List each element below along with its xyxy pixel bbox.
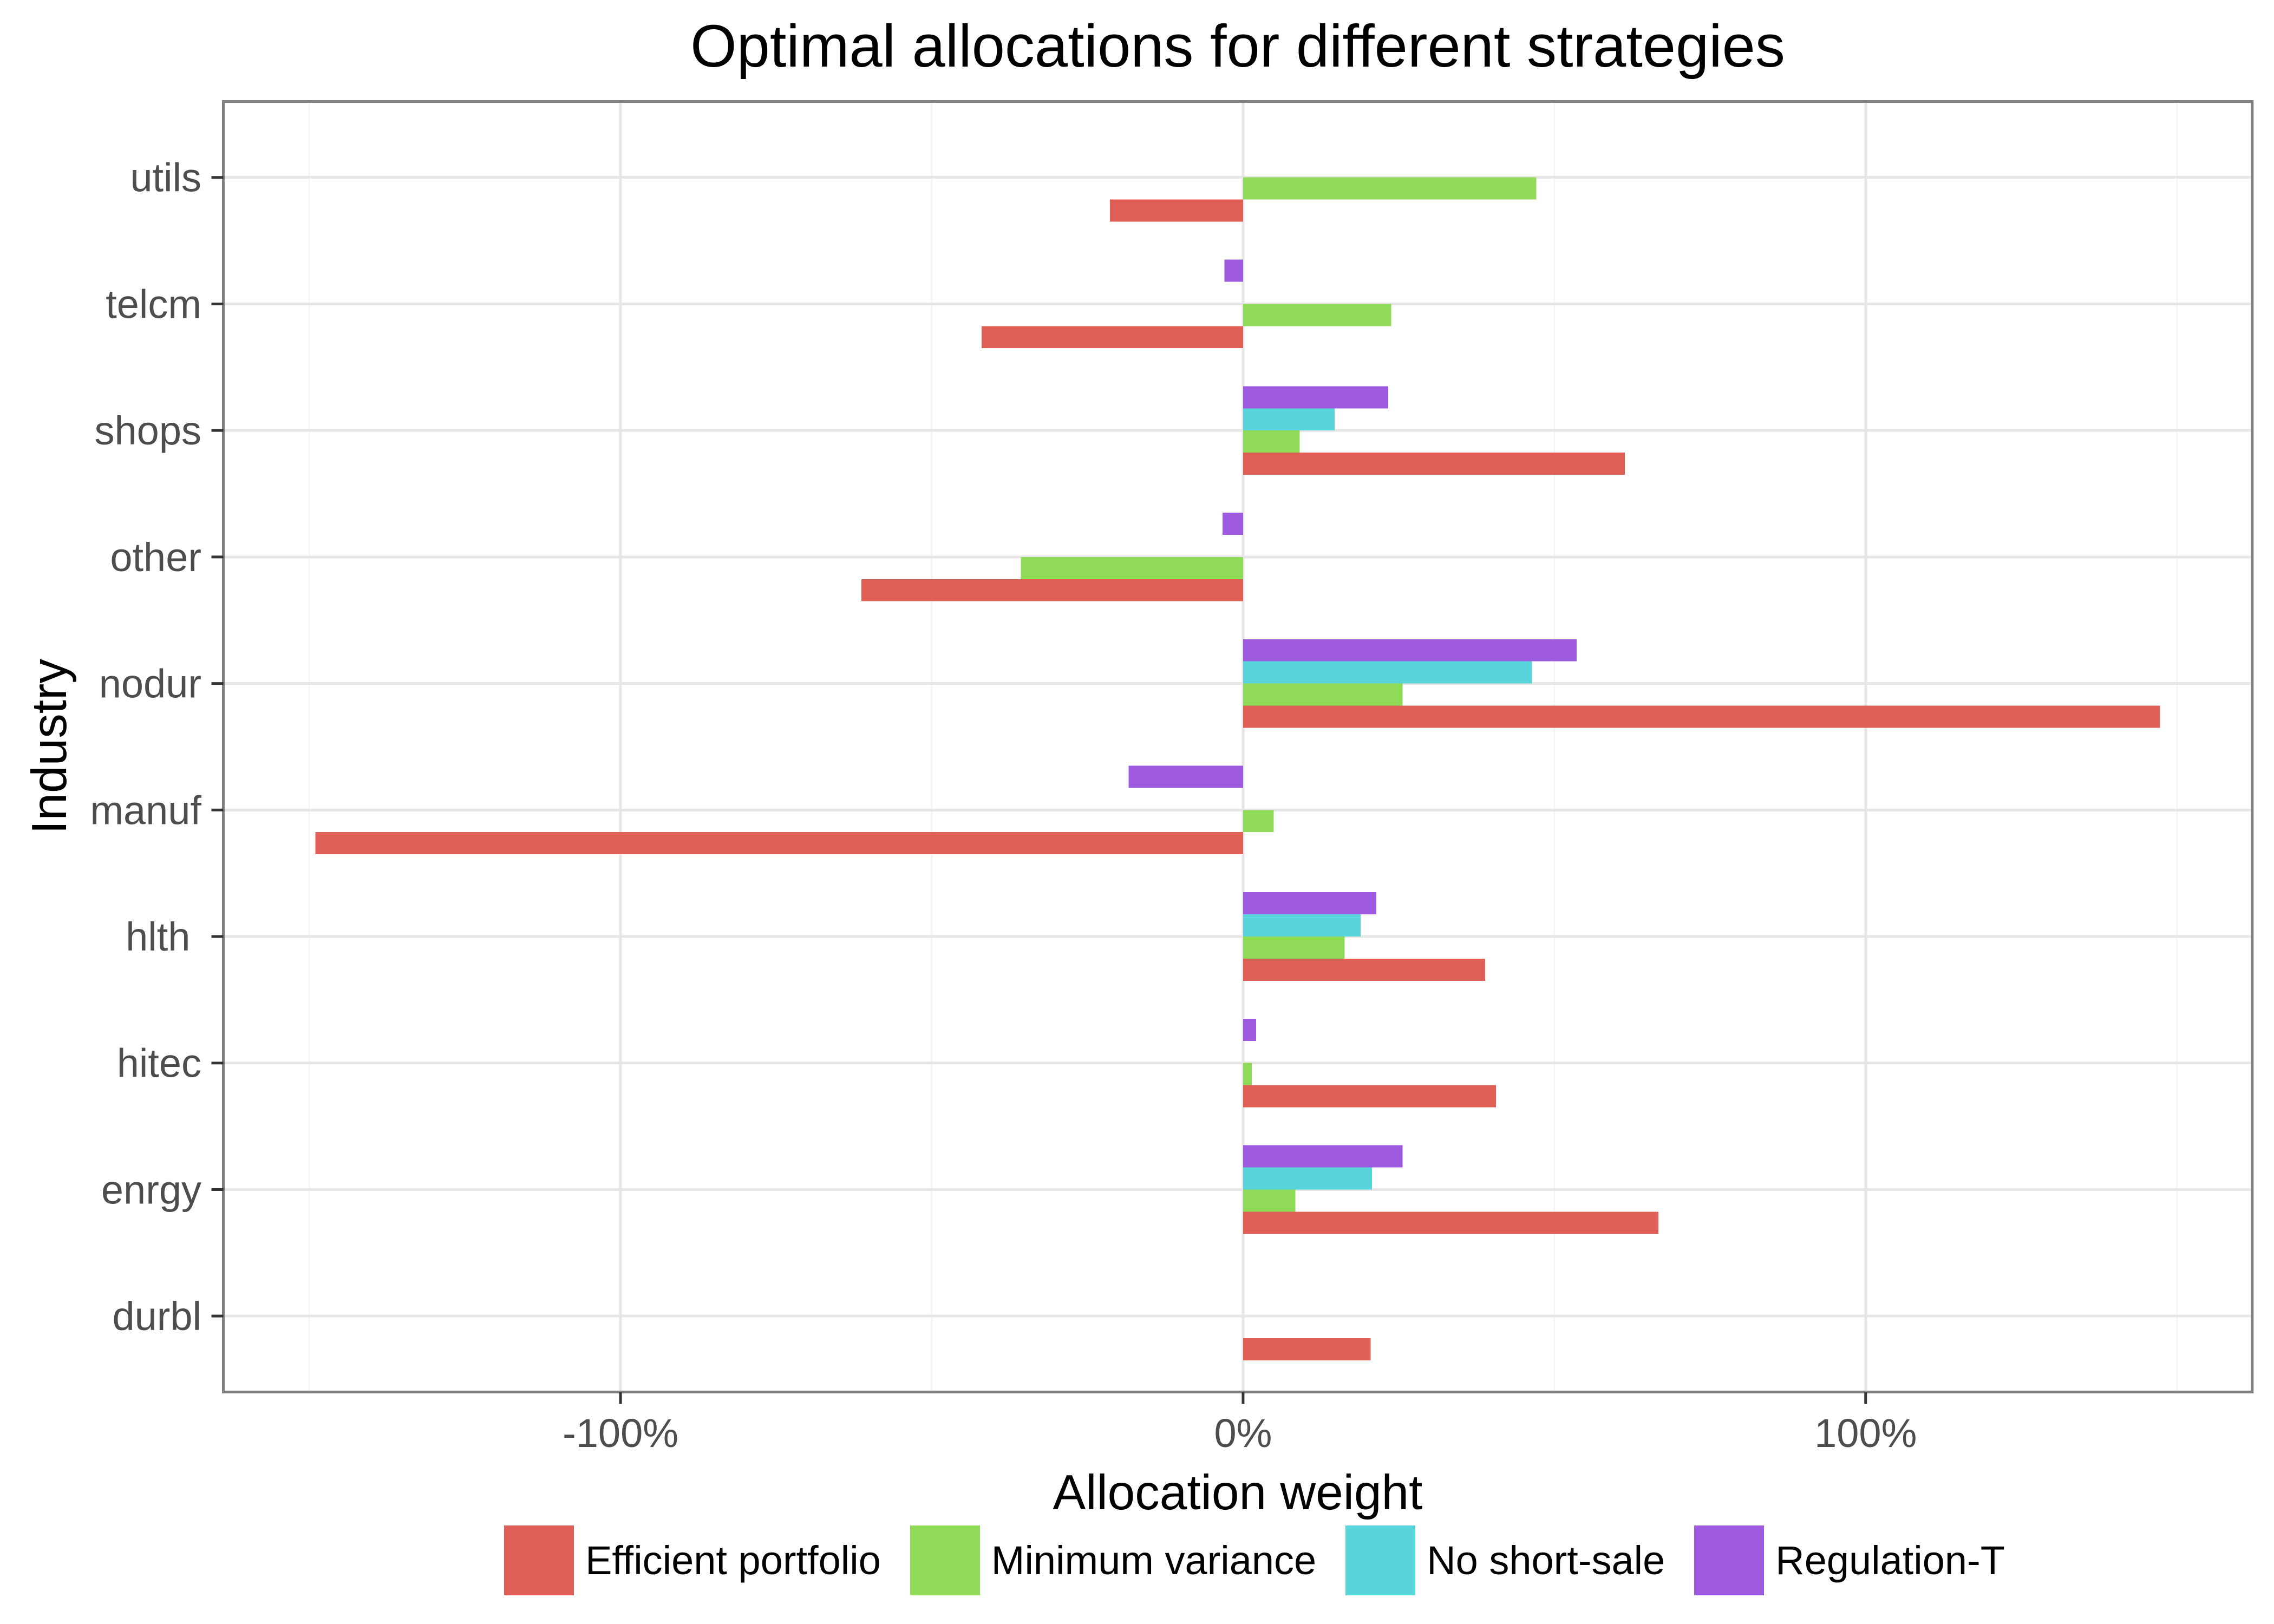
bar-efficient-portfolio-hitec	[1243, 1085, 1496, 1108]
bar-no-short-sale-nodur	[1243, 661, 1532, 684]
bar-regulation-t-telcm	[1224, 259, 1243, 282]
bar-regulation-t-hitec	[1243, 1018, 1257, 1041]
bar-minimum-variance-telcm	[1243, 304, 1391, 326]
x-tick-label: 0%	[1214, 1411, 1272, 1456]
bar-efficient-portfolio-utils	[1109, 199, 1243, 222]
bar-efficient-portfolio-enrgy	[1243, 1212, 1658, 1234]
bar-minimum-variance-nodur	[1243, 683, 1403, 706]
y-tick-label-other: other	[110, 535, 201, 580]
legend-item-minimum-variance: Minimum variance	[910, 1525, 1316, 1595]
legend-key-regulation-t	[1694, 1525, 1765, 1595]
x-tick-label: -100%	[563, 1411, 678, 1456]
legend: Efficient portfolio Minimum variance No …	[223, 1525, 2252, 1595]
y-tick-label-nodur: nodur	[99, 662, 201, 706]
legend-key-no-short-sale	[1345, 1525, 1416, 1595]
bar-no-short-sale-enrgy	[1243, 1167, 1372, 1190]
y-tick-label-telcm: telcm	[106, 281, 201, 326]
bar-efficient-portfolio-telcm	[981, 326, 1243, 349]
legend-label: Efficient portfolio	[585, 1538, 881, 1583]
bar-minimum-variance-utils	[1243, 177, 1537, 200]
bar-regulation-t-other	[1222, 513, 1243, 535]
bar-minimum-variance-other	[1021, 556, 1243, 579]
bar-regulation-t-nodur	[1243, 639, 1577, 662]
y-tick-label-manuf: manuf	[90, 788, 201, 833]
bar-regulation-t-shops	[1243, 386, 1388, 409]
bar-minimum-variance-shops	[1243, 430, 1300, 453]
chart-title: Optimal allocations for different strate…	[690, 13, 1785, 80]
bar-efficient-portfolio-other	[861, 579, 1243, 601]
y-tick-label-utils: utils	[130, 155, 201, 200]
bar-regulation-t-hlth	[1243, 892, 1376, 915]
y-axis-title: Industry	[22, 659, 77, 834]
bar-efficient-portfolio-shops	[1243, 453, 1625, 475]
bar-no-short-sale-hlth	[1243, 914, 1361, 937]
y-tick-label-enrgy: enrgy	[101, 1167, 201, 1212]
bar-efficient-portfolio-nodur	[1243, 705, 2160, 728]
y-tick-label-shops: shops	[95, 408, 201, 453]
panel-border	[222, 100, 2254, 1393]
bar-efficient-portfolio-manuf	[315, 832, 1243, 855]
legend-item-efficient-portfolio: Efficient portfolio	[504, 1525, 881, 1595]
bar-regulation-t-enrgy	[1243, 1145, 1403, 1168]
legend-key-minimum-variance	[910, 1525, 980, 1595]
bar-minimum-variance-enrgy	[1243, 1189, 1296, 1212]
bar-minimum-variance-hitec	[1243, 1063, 1252, 1085]
legend-key-efficient-portfolio	[504, 1525, 574, 1595]
bar-minimum-variance-manuf	[1243, 810, 1274, 833]
legend-label: No short-sale	[1427, 1538, 1665, 1583]
bar-efficient-portfolio-hlth	[1243, 958, 1486, 981]
y-tick-label-hitec: hitec	[117, 1041, 201, 1086]
x-axis-title: Allocation weight	[1053, 1465, 1423, 1520]
legend-item-no-short-sale: No short-sale	[1345, 1525, 1665, 1595]
legend-item-regulation-t: Regulation-T	[1694, 1525, 2005, 1595]
bar-regulation-t-manuf	[1128, 765, 1243, 788]
bar-minimum-variance-hlth	[1243, 937, 1345, 959]
legend-label: Regulation-T	[1775, 1538, 2005, 1583]
legend-label: Minimum variance	[991, 1538, 1317, 1583]
bars	[315, 177, 2160, 1360]
bar-efficient-portfolio-durbl	[1243, 1338, 1371, 1360]
bar-no-short-sale-shops	[1243, 408, 1335, 431]
axes: -100% 0% 100% utils telcm shops other nodur manu…	[90, 155, 1917, 1456]
y-tick-label-hlth: hlth	[126, 914, 201, 959]
x-tick-label: 100%	[1814, 1411, 1917, 1456]
panel-background	[223, 101, 2252, 1392]
y-tick-label-durbl: durbl	[112, 1294, 201, 1339]
